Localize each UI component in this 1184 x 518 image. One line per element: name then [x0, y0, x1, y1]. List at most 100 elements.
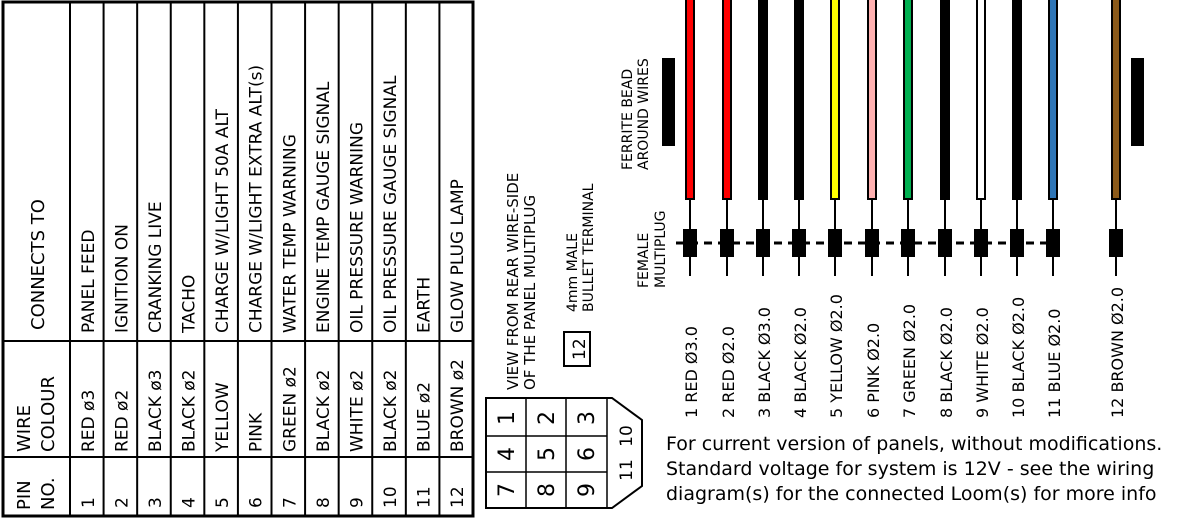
- multiplug-pin-number: 10: [617, 425, 637, 447]
- connects-to: PANEL FEED: [79, 230, 99, 333]
- terminal-block: [901, 229, 915, 257]
- wire: 6 PINK Ø2.0: [864, 0, 883, 418]
- view-label-line-2: OF THE PANEL MULTIPLUG: [521, 195, 539, 390]
- connects-to: CRANKING LIVE: [146, 201, 166, 333]
- connects-to: OIL PRESSURE GAUGE SIGNAL: [381, 75, 401, 333]
- multiplug-pin-number: 6: [575, 447, 600, 461]
- table-row: 8 BLACK ø2 ENGINE TEMP GAUGE SIGNAL: [314, 81, 334, 508]
- pin-number: 10: [381, 486, 401, 508]
- terminal-label-line-1: 4mm MALE: [565, 233, 581, 312]
- terminal-box: [563, 331, 591, 367]
- pin-number: 2: [112, 497, 132, 508]
- note-line-2: Standard voltage for system is 12V - see…: [666, 458, 1155, 480]
- wire-label: 11 BLUE Ø2.0: [1045, 309, 1064, 418]
- multiplug-pin-number: 9: [575, 483, 600, 497]
- table-row: 6 PINK CHARGE W/LIGHT EXTRA ALT(s): [247, 65, 267, 508]
- wire: 11 BLUE Ø2.0: [1045, 0, 1064, 418]
- pin-number: 9: [347, 497, 367, 508]
- terminal-block: [1046, 229, 1060, 257]
- wire: 7 GREEN Ø2.0: [900, 0, 919, 418]
- terminal-block: [683, 229, 697, 257]
- terminal-block: [865, 229, 879, 257]
- connects-to: GLOW PLUG LAMP: [448, 179, 468, 333]
- multiplug-pin-number: 11: [617, 459, 637, 481]
- wire-label: 2 RED Ø2.0: [719, 326, 738, 418]
- table-row: 3 BLACK ø3 CRANKING LIVE: [146, 201, 166, 508]
- connects-to: OIL PRESSURE WARNING: [347, 122, 367, 333]
- wire: 9 WHITE Ø2.0: [973, 0, 992, 418]
- terminal-block: [1010, 229, 1024, 257]
- wire-colour: RED ø3: [79, 390, 99, 452]
- ferrite-label-line-2: AROUND WIRES: [636, 58, 652, 170]
- wire: 4 BLACK Ø2.0: [791, 0, 810, 418]
- wire-label: 3 BLACK Ø3.0: [755, 307, 774, 418]
- connects-to: CHARGE W/LIGHT 50A ALT: [213, 108, 233, 333]
- wire-colour: BROWN ø2: [448, 359, 468, 452]
- terminal-block: [756, 229, 770, 257]
- table-row: 5 YELLOW CHARGE W/LIGHT 50A ALT: [213, 108, 233, 508]
- table-row: 1 RED ø3 PANEL FEED: [79, 230, 99, 508]
- wire-colour: BLUE ø2: [415, 382, 435, 452]
- table-row: 12 BROWN ø2 GLOW PLUG LAMP: [448, 179, 468, 508]
- terminal-number: 12: [570, 338, 590, 360]
- female-label-line-2: MULTIPLUG: [653, 210, 669, 288]
- female-label-line-1: FEMALE: [636, 233, 652, 288]
- wire: 3 BLACK Ø3.0: [755, 0, 774, 418]
- wire: 10 BLACK Ø2.0: [1009, 0, 1028, 418]
- terminal-label-line-2: BULLET TERMINAL: [581, 183, 597, 312]
- wire: 1 RED Ø3.0: [682, 0, 701, 418]
- wire-colour: RED ø2: [112, 390, 132, 452]
- terminal-block: [828, 229, 842, 257]
- terminal-block: [1109, 229, 1123, 257]
- wire-label: 7 GREEN Ø2.0: [900, 304, 919, 418]
- wire-colour: BLACK ø2: [314, 370, 334, 453]
- multiplug-pin-number: 5: [535, 447, 560, 461]
- wire-label: 1 RED Ø3.0: [682, 326, 701, 418]
- wire-colour: WHITE ø2: [347, 370, 367, 452]
- table-row: 9 WHITE ø2 OIL PRESSURE WARNING: [347, 122, 367, 508]
- wire-colour: YELLOW: [213, 382, 233, 453]
- connects-to: CHARGE W/LIGHT EXTRA ALT(s): [247, 65, 267, 333]
- wire-label: 8 BLACK Ø2.0: [937, 307, 956, 418]
- wire-label: 9 WHITE Ø2.0: [973, 307, 992, 418]
- pin-number: 7: [280, 497, 300, 508]
- multiplug-pin-number: 7: [495, 483, 520, 497]
- multiplug-pin-number: 1: [495, 411, 520, 425]
- wire-colour: GREEN ø2: [280, 366, 300, 452]
- pin-number: 3: [146, 497, 166, 508]
- table-row: 10 BLACK ø2 OIL PRESSURE GAUGE SIGNAL: [381, 75, 401, 508]
- pin-number: 8: [314, 497, 334, 508]
- header-colour: WIRE COLOUR: [14, 376, 59, 452]
- header-pin: PIN NO.: [14, 477, 59, 510]
- pin-number: 11: [415, 486, 435, 508]
- multiplug-view: VIEW FROM REAR WIRE-SIDE OF THE PANEL MU…: [485, 173, 643, 509]
- wire-label: 6 PINK Ø2.0: [864, 323, 883, 418]
- pin-number: 5: [213, 497, 233, 508]
- pin-number: 12: [448, 486, 468, 508]
- multiplug-pin-number: 3: [575, 411, 600, 425]
- table-row: 2 RED ø2 IGNITION ON: [112, 224, 132, 508]
- connects-to: ENGINE TEMP GAUGE SIGNAL: [314, 81, 334, 333]
- multiplug-face: 1 2 3 4 5 6 7 8 9 10 11: [485, 397, 643, 509]
- wire-colour: BLACK ø2: [381, 370, 401, 453]
- connects-to: TACHO: [180, 275, 200, 334]
- multiplug-pin-number: 8: [535, 483, 560, 497]
- terminal-block: [938, 229, 952, 257]
- wire: 5 YELLOW Ø2.0: [827, 0, 846, 418]
- ferrite-bead-right: [1131, 58, 1144, 146]
- ferrite-bead-left: [662, 58, 675, 146]
- table-row: 4 BLACK ø2 TACHO: [180, 275, 200, 508]
- pin-number: 1: [79, 497, 99, 508]
- wire-label: 4 BLACK Ø2.0: [791, 307, 810, 418]
- wire-label: 10 BLACK Ø2.0: [1009, 297, 1028, 418]
- terminal-block: [720, 229, 734, 257]
- wire: 12 BROWN Ø2.0: [1108, 0, 1127, 418]
- pin-number: 4: [180, 497, 200, 508]
- wire: 8 BLACK Ø2.0: [937, 0, 956, 418]
- wire-colour: PINK: [247, 412, 267, 452]
- connects-to: WATER TEMP WARNING: [280, 134, 300, 333]
- multiplug-pin-number: 2: [535, 411, 560, 425]
- connects-to: EARTH: [415, 277, 435, 333]
- wire: 2 RED Ø2.0: [719, 0, 738, 418]
- note-line-1: For current version of panels, without m…: [666, 433, 1163, 455]
